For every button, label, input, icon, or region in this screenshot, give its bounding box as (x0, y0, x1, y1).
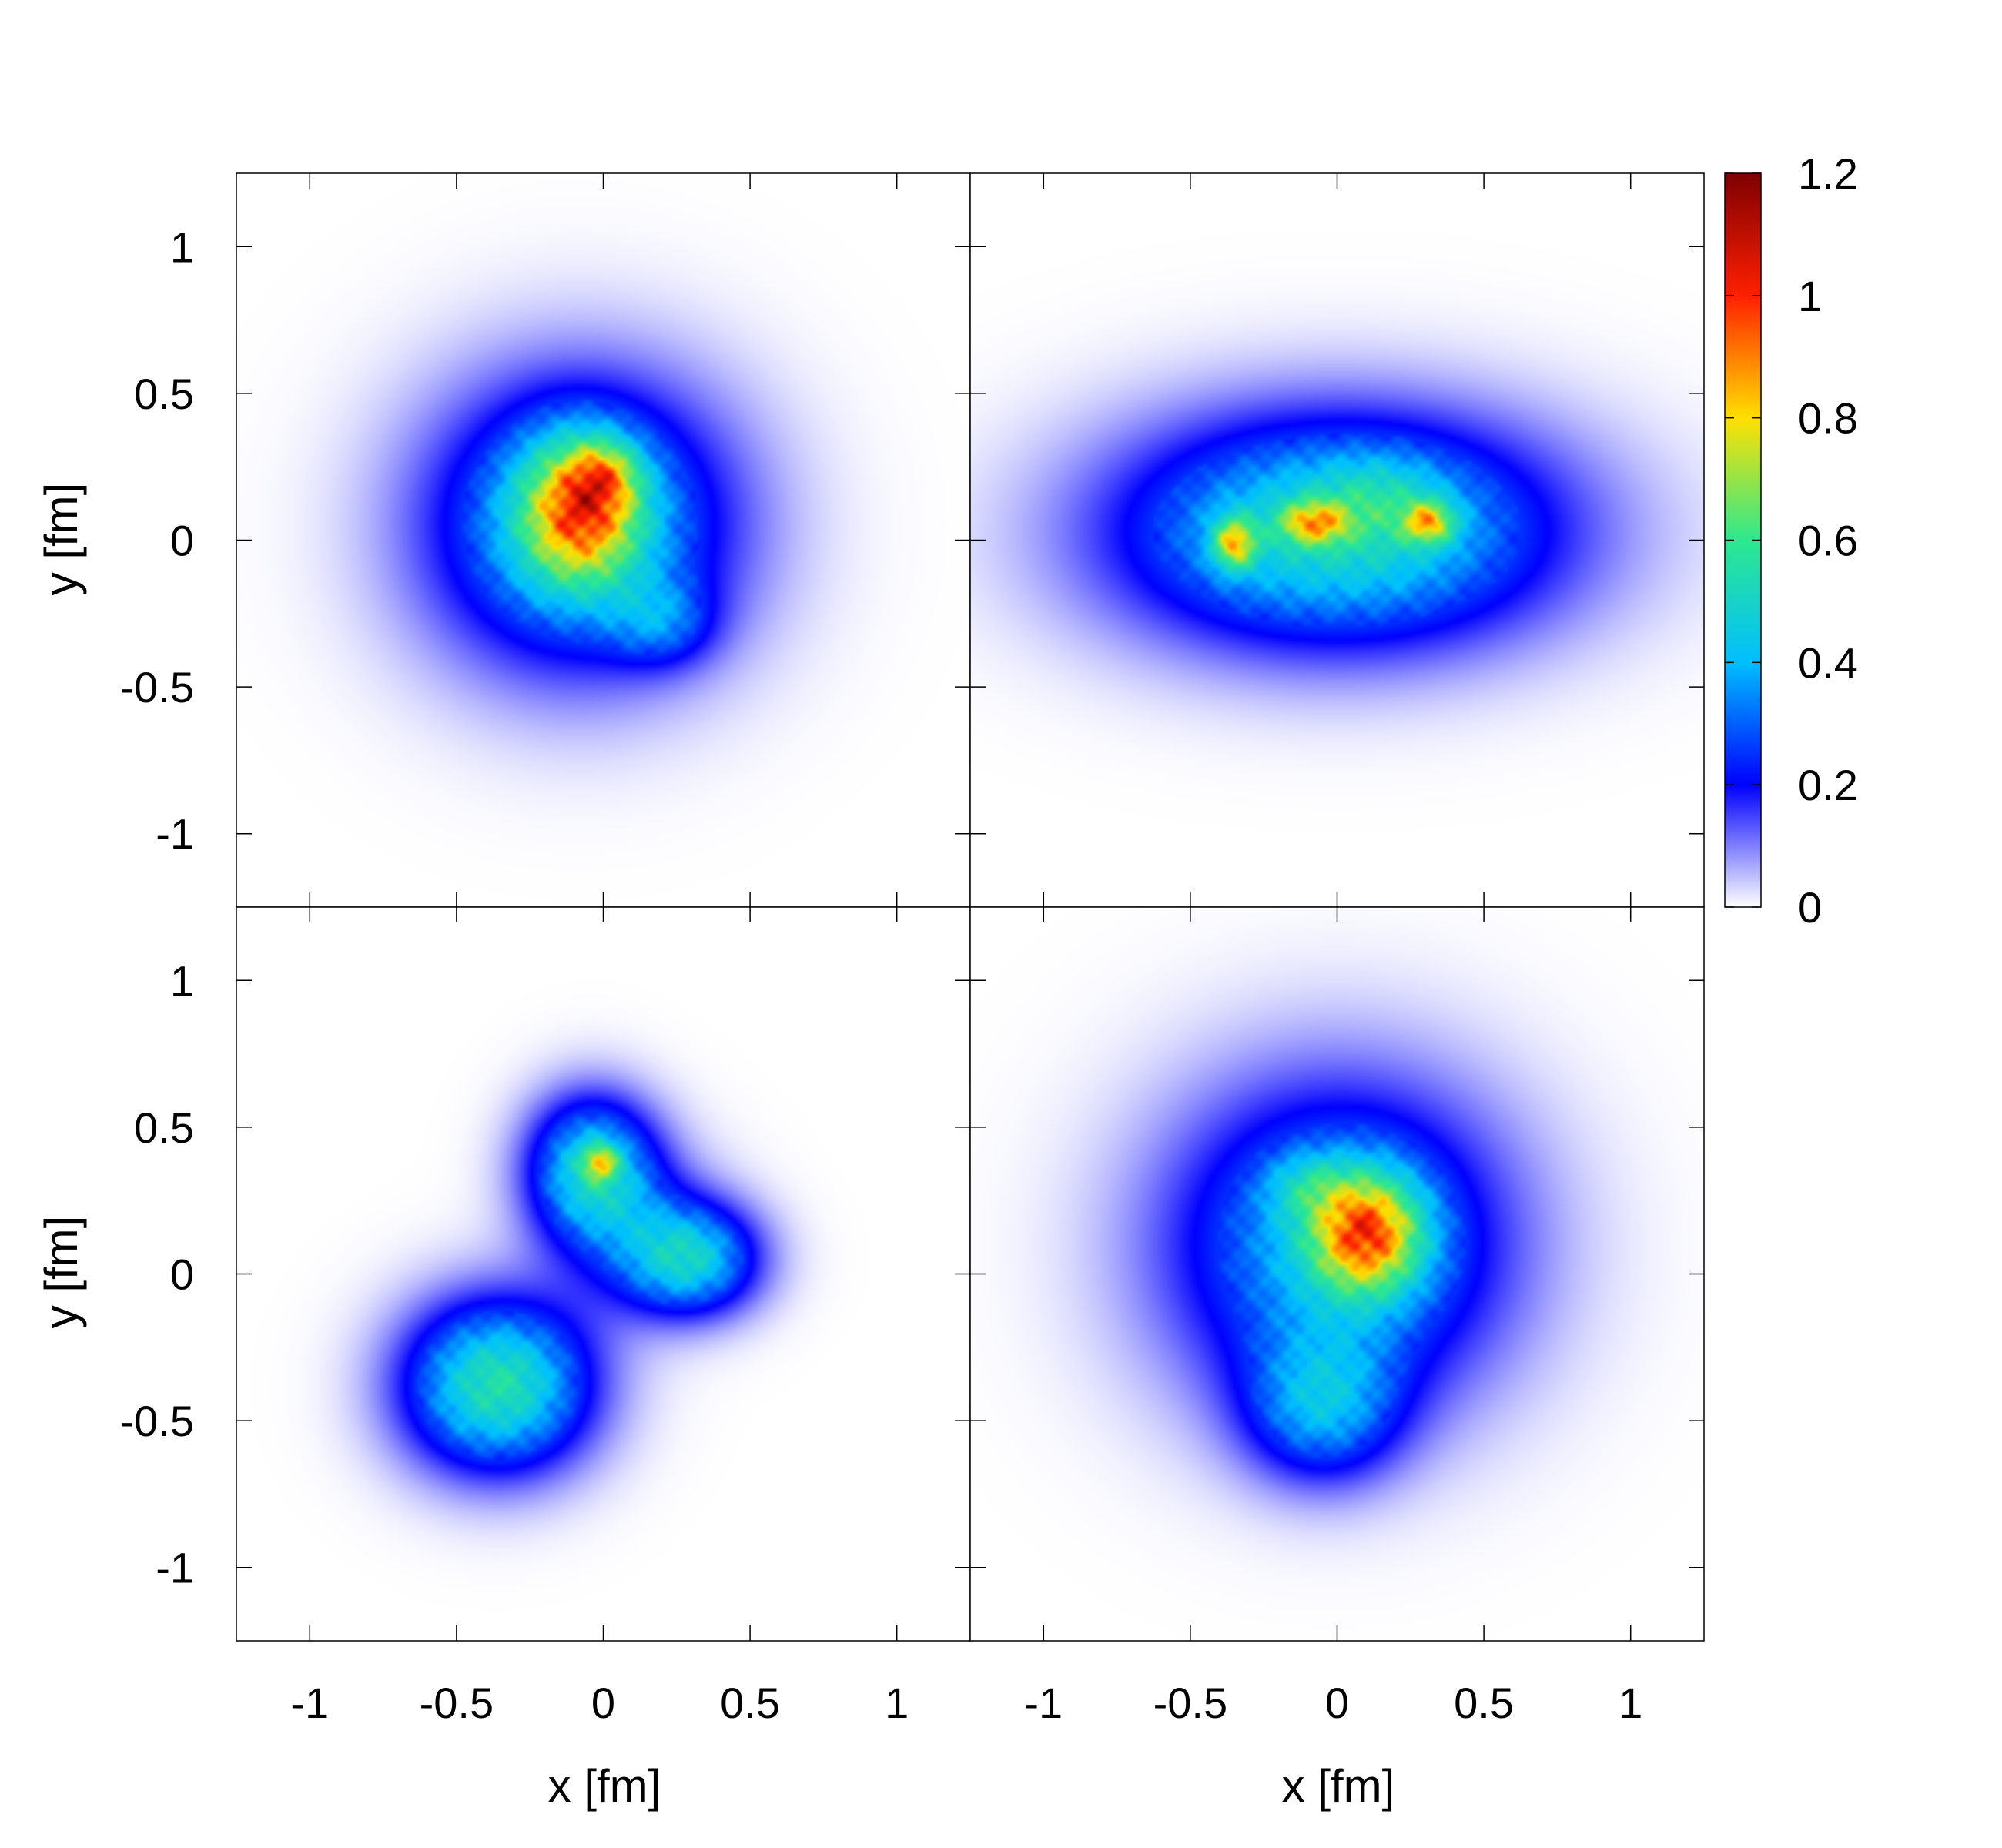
y-tick-label: 1 (170, 223, 194, 271)
x-axis-label-right: x [fm] (1282, 1760, 1395, 1812)
x-tick-label: 0 (1325, 1679, 1349, 1727)
x-tick-label: 0 (591, 1679, 615, 1727)
colorbar-tick-label: 0.2 (1798, 761, 1858, 809)
x-tick-label: 1 (1619, 1679, 1642, 1727)
x-tick-label: 0.5 (720, 1679, 780, 1727)
colorbar-tick-label: 0.8 (1798, 394, 1858, 443)
panels-layer: -1 -0.5 0 0.5 1 -1 -0.5 0 0.5 1 -1 -0.5 0 0.5 1 -1 -0.5 0… (120, 172, 1705, 1727)
y-axis-label-bottom: y [fm] (35, 1216, 87, 1329)
panel-bottom-right: -1 -0.5 0 0.5 1 (969, 906, 1705, 1727)
x-tick-label: -0.5 (420, 1679, 494, 1727)
colorbar-tick-label: 0 (1798, 883, 1822, 932)
y-tick-label: 1 (170, 956, 194, 1005)
y-tick-label: -1 (156, 1544, 194, 1592)
y-tick-label: 0.5 (134, 370, 194, 418)
x-tick-label: 0.5 (1454, 1679, 1514, 1727)
labels-layer: x [fm] x [fm] y [fm] y [fm] (35, 483, 1394, 1812)
colorbar-tick-label: 1 (1798, 272, 1822, 320)
y-tick-label: 0.5 (134, 1103, 194, 1152)
panel-bottom-left: -1 -0.5 0 0.5 1 -1 -0.5 0 0.5 1 (120, 906, 971, 1727)
colorbar: 0 0.2 0.4 0.6 0.8 1 1.2 (1724, 149, 1858, 932)
x-tick-label: -1 (290, 1679, 329, 1727)
x-axis-label-left: x [fm] (548, 1760, 661, 1812)
panel-top-left: -1 -0.5 0 0.5 1 (120, 172, 971, 908)
panel-top-right (969, 172, 1705, 908)
y-tick-label: -1 (156, 810, 194, 859)
x-tick-label: -0.5 (1153, 1679, 1228, 1727)
heatmap-top-left (236, 173, 970, 907)
y-tick-label: -0.5 (120, 663, 195, 711)
heatmap-bottom-left (236, 907, 970, 1641)
y-tick-label: 0 (170, 1250, 194, 1299)
y-tick-label: -0.5 (120, 1397, 195, 1445)
y-axis-label-top: y [fm] (35, 483, 87, 596)
y-tick-label: 0 (170, 517, 194, 565)
heatmap-bottom-right (970, 907, 1704, 1641)
heatmap-top-right (970, 173, 1704, 907)
colorbar-tick-label: 0.6 (1798, 517, 1858, 565)
colorbar-tick-label: 1.2 (1798, 149, 1858, 198)
x-tick-label: -1 (1024, 1679, 1063, 1727)
x-tick-label: 1 (885, 1679, 909, 1727)
colorbar-tick-label: 0.4 (1798, 638, 1858, 687)
